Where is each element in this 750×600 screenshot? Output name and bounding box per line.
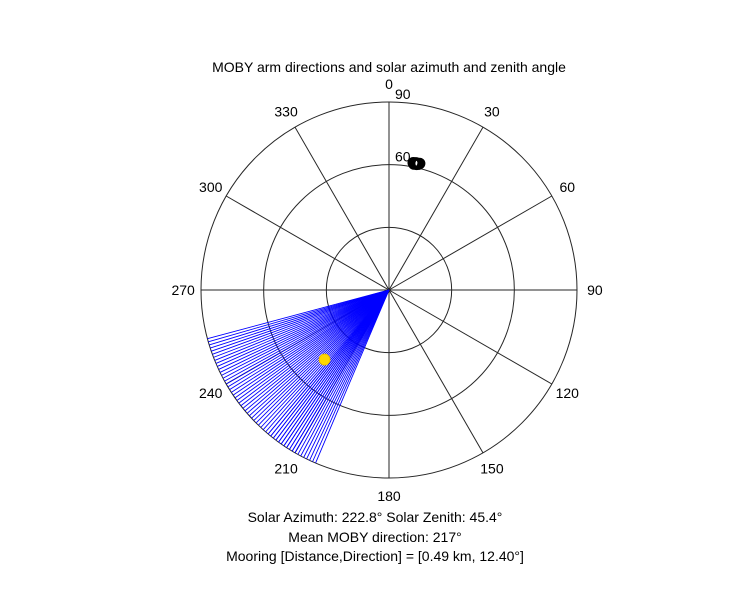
moby-arm-ray <box>242 289 390 409</box>
moby-arm-ray <box>238 289 390 404</box>
moby-arm-ray <box>209 289 390 346</box>
grid-spoke-30 <box>388 126 484 291</box>
angle-tick-label: 0 <box>385 76 393 92</box>
moby-arm-ray <box>210 289 390 349</box>
moby-arm-ray <box>300 289 390 457</box>
moby-arm-ray <box>213 289 390 358</box>
moby-arm-ray <box>218 289 390 370</box>
solar-point <box>318 353 331 366</box>
moby-arm-ray <box>280 289 390 445</box>
moby-arm-ray <box>229 289 390 391</box>
angle-tick-label: 180 <box>377 488 401 504</box>
angle-tick-labels: 0 30 60 90 120 150 180 210 240 270 300 330 <box>171 76 602 504</box>
moby-arm-ray <box>291 289 390 452</box>
grid-spoke-120 <box>388 289 553 385</box>
moby-arm-ray <box>231 289 390 393</box>
moby-arm-ray <box>227 289 390 388</box>
moby-arm-ray <box>248 289 390 417</box>
mooring-points <box>407 156 426 171</box>
grid-spoke-60 <box>388 195 553 291</box>
moby-arm-ray <box>297 289 390 455</box>
moby-arm-ray <box>275 289 390 441</box>
angle-tick-label: 30 <box>484 104 500 120</box>
moby-arm-ray <box>234 289 390 399</box>
angle-tick-label: 90 <box>587 282 603 298</box>
angle-tick-label: 60 <box>559 179 575 195</box>
moby-arm-ray <box>240 289 390 407</box>
moby-arm-ray <box>286 289 390 448</box>
moby-arm-ray <box>294 289 390 454</box>
moby-arm-ray <box>283 289 390 447</box>
moby-arm-ray <box>211 289 390 352</box>
moby-arm-ray <box>236 289 390 401</box>
angle-tick-label: 270 <box>171 282 195 298</box>
moby-arm-ray <box>208 289 390 343</box>
radial-tick-label: 90 <box>395 86 411 102</box>
moby-arm-ray <box>221 289 390 376</box>
moby-arm-ray <box>222 289 390 379</box>
mooring-caption: Mooring [Distance,Direction] = [0.49 km,… <box>226 548 524 564</box>
moby-arm-ray <box>288 289 390 450</box>
grid-spoke-150 <box>388 289 484 454</box>
angle-tick-label: 210 <box>274 460 298 476</box>
moby-arm-ray <box>251 289 390 419</box>
solar-caption: Solar Azimuth: 222.8° Solar Zenith: 45.4… <box>247 509 503 525</box>
angle-tick-label: 240 <box>199 385 223 401</box>
moby-arm-ray <box>225 289 390 385</box>
moby-arm-ray <box>270 289 390 437</box>
mean-direction-caption: Mean MOBY direction: 217° <box>288 529 462 545</box>
angle-tick-label: 330 <box>274 104 298 120</box>
angle-tick-label: 150 <box>480 460 504 476</box>
moby-arm-ray <box>244 289 390 412</box>
solar-position-marker <box>318 353 331 366</box>
moby-arm-ray <box>224 289 390 382</box>
grid-spoke-300 <box>225 195 390 291</box>
moby-arm-ray <box>207 289 390 340</box>
moby-arm-ray <box>272 289 390 439</box>
moby-arm-ray <box>215 289 390 364</box>
moby-arm-ray <box>246 289 390 414</box>
moby-arm-ray <box>212 289 390 355</box>
radial-tick-labels: 60 90 <box>395 86 411 165</box>
angle-tick-label: 300 <box>199 179 223 195</box>
moby-arm-ray <box>219 289 390 373</box>
grid-spoke-330 <box>294 126 390 291</box>
mooring-point <box>413 157 426 170</box>
moby-arm-ray <box>306 289 390 460</box>
chart-title: MOBY arm directions and solar azimuth an… <box>212 59 566 75</box>
moby-arm-ray <box>309 289 390 461</box>
moby-arm-ray <box>312 289 390 462</box>
moby-arm-ray <box>214 289 390 361</box>
moby-arm-ray <box>315 289 390 464</box>
moby-arm-ray <box>303 289 390 458</box>
moby-arm-ray <box>232 289 390 396</box>
angle-tick-label: 120 <box>556 385 580 401</box>
moby-arm-ray <box>278 289 390 443</box>
moby-arm-ray <box>217 289 390 367</box>
radial-tick-label: 60 <box>395 149 411 165</box>
